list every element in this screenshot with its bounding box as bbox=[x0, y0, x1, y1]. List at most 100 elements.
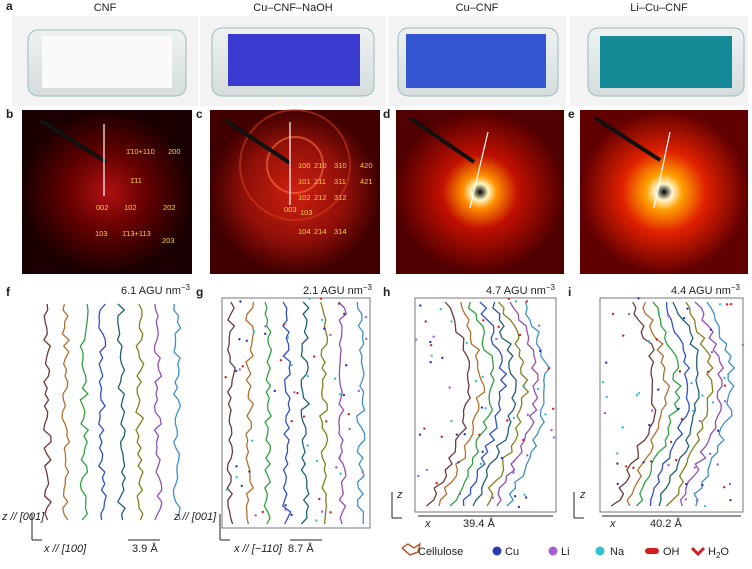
index-label: 211 bbox=[314, 177, 326, 186]
ion bbox=[550, 428, 553, 432]
ion bbox=[320, 510, 324, 513]
ion bbox=[279, 359, 283, 362]
ion bbox=[290, 513, 293, 517]
ring bbox=[266, 136, 324, 194]
ion bbox=[357, 389, 361, 393]
z-axis-label: z // [001] bbox=[1, 511, 45, 523]
ion bbox=[716, 463, 719, 466]
ion bbox=[682, 316, 686, 320]
strand bbox=[635, 301, 682, 507]
index-label: 003 bbox=[284, 205, 297, 214]
ion bbox=[238, 338, 241, 341]
legend-sub: 2 bbox=[716, 551, 721, 560]
ion bbox=[725, 303, 729, 306]
legend-label: Na bbox=[610, 546, 625, 558]
ion bbox=[342, 393, 346, 397]
strand bbox=[506, 301, 551, 507]
index-label: 314 bbox=[334, 227, 347, 236]
strand bbox=[172, 303, 182, 521]
legend-tail: O bbox=[720, 546, 729, 558]
x-axis-label: x // [−110] bbox=[233, 543, 283, 555]
strand bbox=[649, 301, 691, 507]
ion bbox=[723, 376, 726, 380]
legend-label: Cu bbox=[505, 546, 519, 558]
ion bbox=[286, 336, 290, 339]
index-label: 100 bbox=[298, 161, 311, 170]
strand bbox=[438, 301, 486, 507]
ion bbox=[728, 482, 732, 486]
ion bbox=[455, 433, 459, 436]
ion bbox=[430, 343, 433, 347]
ion bbox=[605, 395, 608, 399]
strand bbox=[658, 301, 700, 507]
index-label: 421 bbox=[360, 177, 373, 186]
ion bbox=[601, 381, 605, 384]
legend-text: Na bbox=[610, 546, 625, 558]
ion bbox=[235, 465, 238, 468]
ion bbox=[302, 415, 306, 418]
z-axis-label: z // [001] bbox=[173, 511, 217, 523]
ion bbox=[512, 471, 515, 474]
density-exp: −3 bbox=[546, 283, 556, 292]
photo-title: Cu–CNF–NaOH bbox=[253, 2, 333, 14]
ion bbox=[526, 413, 529, 417]
ion bbox=[238, 368, 241, 371]
ion bbox=[525, 300, 529, 303]
ion bbox=[647, 339, 650, 343]
x-axis-label: x bbox=[424, 518, 431, 530]
strand bbox=[610, 301, 657, 507]
index-label: 102 bbox=[298, 193, 311, 202]
strand bbox=[153, 303, 163, 521]
index-label: 1̄10+110 bbox=[126, 147, 155, 156]
ion bbox=[414, 338, 418, 341]
ion bbox=[708, 452, 712, 455]
ion bbox=[625, 465, 628, 468]
ion bbox=[241, 365, 244, 368]
ion bbox=[325, 420, 328, 423]
ion bbox=[339, 472, 342, 475]
ion bbox=[240, 484, 243, 488]
ring bbox=[239, 109, 351, 221]
ion bbox=[526, 454, 529, 457]
h2o-icon bbox=[690, 546, 706, 557]
legend-text: Cellulose bbox=[418, 546, 463, 558]
ion bbox=[264, 332, 267, 336]
legend-text: H bbox=[708, 546, 716, 558]
frame bbox=[221, 297, 371, 529]
film bbox=[228, 34, 360, 86]
ion bbox=[480, 406, 484, 409]
ion bbox=[648, 423, 651, 427]
strand bbox=[116, 303, 126, 521]
ion bbox=[439, 307, 442, 311]
ion bbox=[523, 493, 526, 496]
ion bbox=[424, 320, 427, 323]
index-label: 212 bbox=[314, 193, 327, 202]
oh-icon bbox=[645, 548, 659, 554]
ion bbox=[273, 389, 276, 393]
index-label: 103 bbox=[300, 208, 313, 217]
ion bbox=[481, 375, 484, 379]
strand bbox=[693, 301, 736, 507]
ion bbox=[710, 351, 714, 354]
index-label: 103 bbox=[95, 229, 108, 238]
strand bbox=[245, 301, 255, 525]
ion bbox=[465, 341, 468, 345]
pattern bbox=[396, 110, 564, 274]
ion bbox=[463, 433, 466, 436]
ion bbox=[306, 375, 310, 378]
density-text: 6.1 AGU nm bbox=[121, 285, 181, 297]
ion bbox=[709, 328, 713, 331]
ion bbox=[261, 510, 264, 514]
ion bbox=[425, 468, 429, 472]
ion bbox=[306, 444, 309, 447]
index-label: 102 bbox=[124, 203, 137, 212]
ion bbox=[418, 433, 422, 436]
ion bbox=[482, 319, 485, 322]
index-label: 1̄13+113 bbox=[122, 229, 151, 238]
ion bbox=[632, 466, 635, 470]
ion bbox=[538, 349, 542, 353]
cellulose-icon bbox=[401, 542, 422, 556]
ion bbox=[637, 392, 641, 395]
li-icon bbox=[548, 546, 558, 556]
